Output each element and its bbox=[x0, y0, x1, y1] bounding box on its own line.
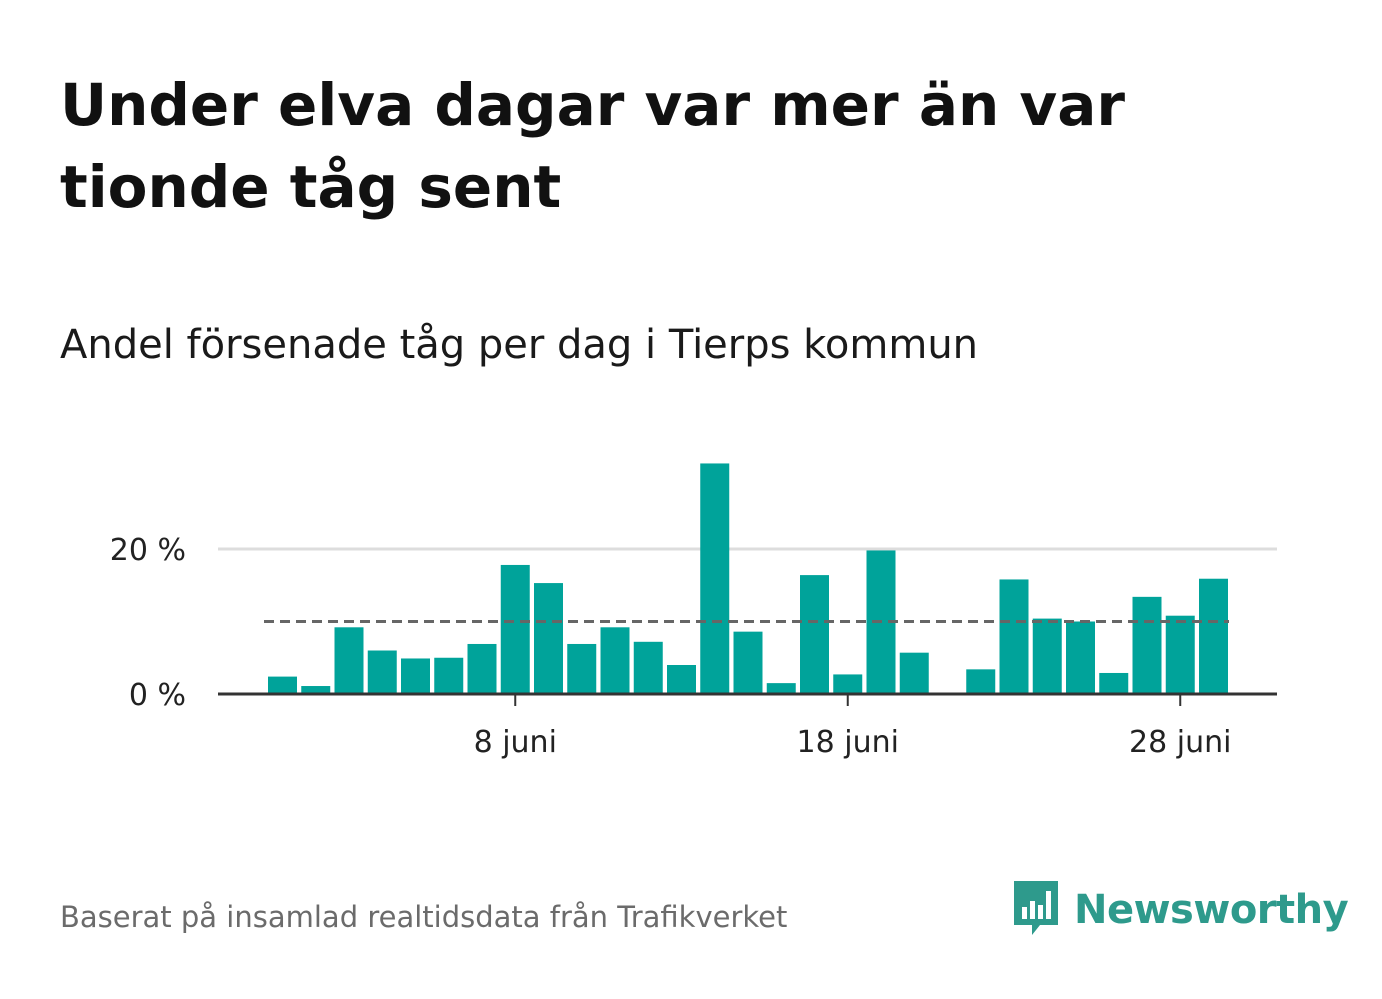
bar bbox=[900, 653, 929, 694]
bar bbox=[268, 677, 297, 694]
bar bbox=[800, 575, 829, 694]
bar bbox=[734, 632, 763, 694]
bar bbox=[1099, 673, 1128, 694]
bar bbox=[700, 463, 729, 694]
newsworthy-chart-bubble-icon bbox=[1010, 877, 1062, 943]
bar bbox=[335, 627, 364, 694]
brand-logo: Newsworthy bbox=[1010, 878, 1348, 942]
bar bbox=[1000, 579, 1029, 694]
bar bbox=[368, 651, 397, 695]
bar bbox=[601, 627, 630, 694]
bar bbox=[534, 583, 563, 694]
bar bbox=[434, 658, 463, 694]
x-tick-label: 28 juni bbox=[1129, 725, 1231, 760]
bar bbox=[1166, 616, 1195, 694]
bar bbox=[567, 644, 596, 694]
bar bbox=[1066, 622, 1095, 695]
bar bbox=[667, 665, 696, 694]
x-tick-label: 18 juni bbox=[797, 725, 899, 760]
y-tick-label: 0 % bbox=[129, 678, 186, 713]
bar-chart: 0 % 20 % 8 juni 18 juni 28 juni bbox=[0, 0, 1382, 999]
bar bbox=[401, 658, 430, 694]
bar bbox=[1033, 619, 1062, 694]
x-tick-label: 8 juni bbox=[474, 725, 557, 760]
bar bbox=[767, 683, 796, 694]
bar bbox=[1199, 579, 1228, 694]
bar bbox=[1133, 597, 1162, 694]
bars bbox=[268, 463, 1228, 694]
axes: 0 % 20 % 8 juni 18 juni 28 juni bbox=[110, 533, 1277, 760]
bar bbox=[468, 644, 497, 694]
source-note: Baserat på insamlad realtidsdata från Tr… bbox=[60, 900, 787, 934]
y-tick-label: 20 % bbox=[110, 533, 186, 568]
bar bbox=[833, 674, 862, 694]
brand-name: Newsworthy bbox=[1074, 887, 1348, 933]
bar bbox=[501, 565, 530, 694]
bar bbox=[966, 669, 995, 694]
bar bbox=[634, 642, 663, 694]
